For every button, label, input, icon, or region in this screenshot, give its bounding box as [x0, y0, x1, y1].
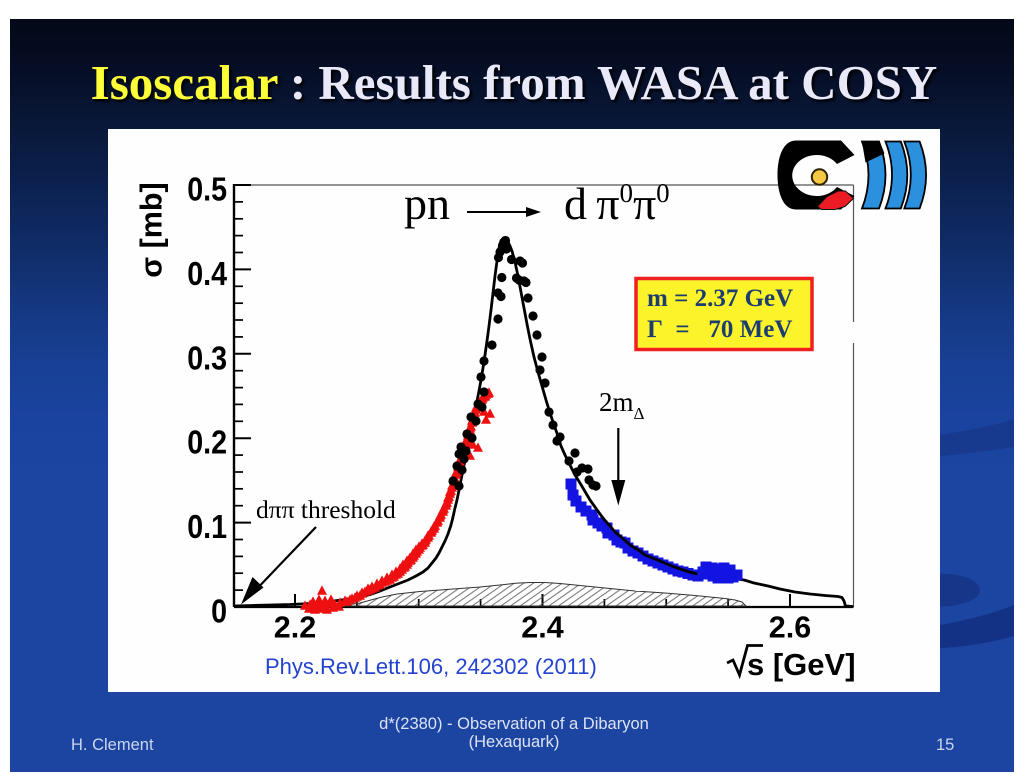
svg-text:0.4: 0.4: [187, 255, 227, 293]
svg-text:pn: pn: [404, 178, 450, 229]
svg-text:2.2: 2.2: [274, 611, 316, 645]
svg-text:s [GeV]: s [GeV]: [747, 647, 856, 682]
svg-text:0.5: 0.5: [187, 170, 227, 208]
svg-text:0.1: 0.1: [187, 508, 227, 546]
svg-text:Phys.Rev.Lett.106, 242302 (201: Phys.Rev.Lett.106, 242302 (2011): [265, 654, 597, 679]
svg-text:d π0π0: d π0π0: [564, 178, 670, 229]
svg-text:Γ = 70 MeV: Γ = 70 MeV: [647, 316, 792, 343]
svg-text:2.6: 2.6: [769, 611, 811, 645]
svg-text:2mΔ: 2mΔ: [599, 387, 645, 423]
svg-text:2.4: 2.4: [521, 611, 563, 645]
svg-text:0.2: 0.2: [187, 424, 227, 462]
svg-text:σ [mb]: σ [mb]: [135, 182, 169, 277]
svg-text:0.3: 0.3: [187, 339, 227, 377]
svg-text:0: 0: [211, 592, 227, 630]
svg-text:m = 2.37 GeV: m = 2.37 GeV: [647, 285, 793, 312]
svg-text:dππ threshold: dππ threshold: [256, 495, 396, 524]
